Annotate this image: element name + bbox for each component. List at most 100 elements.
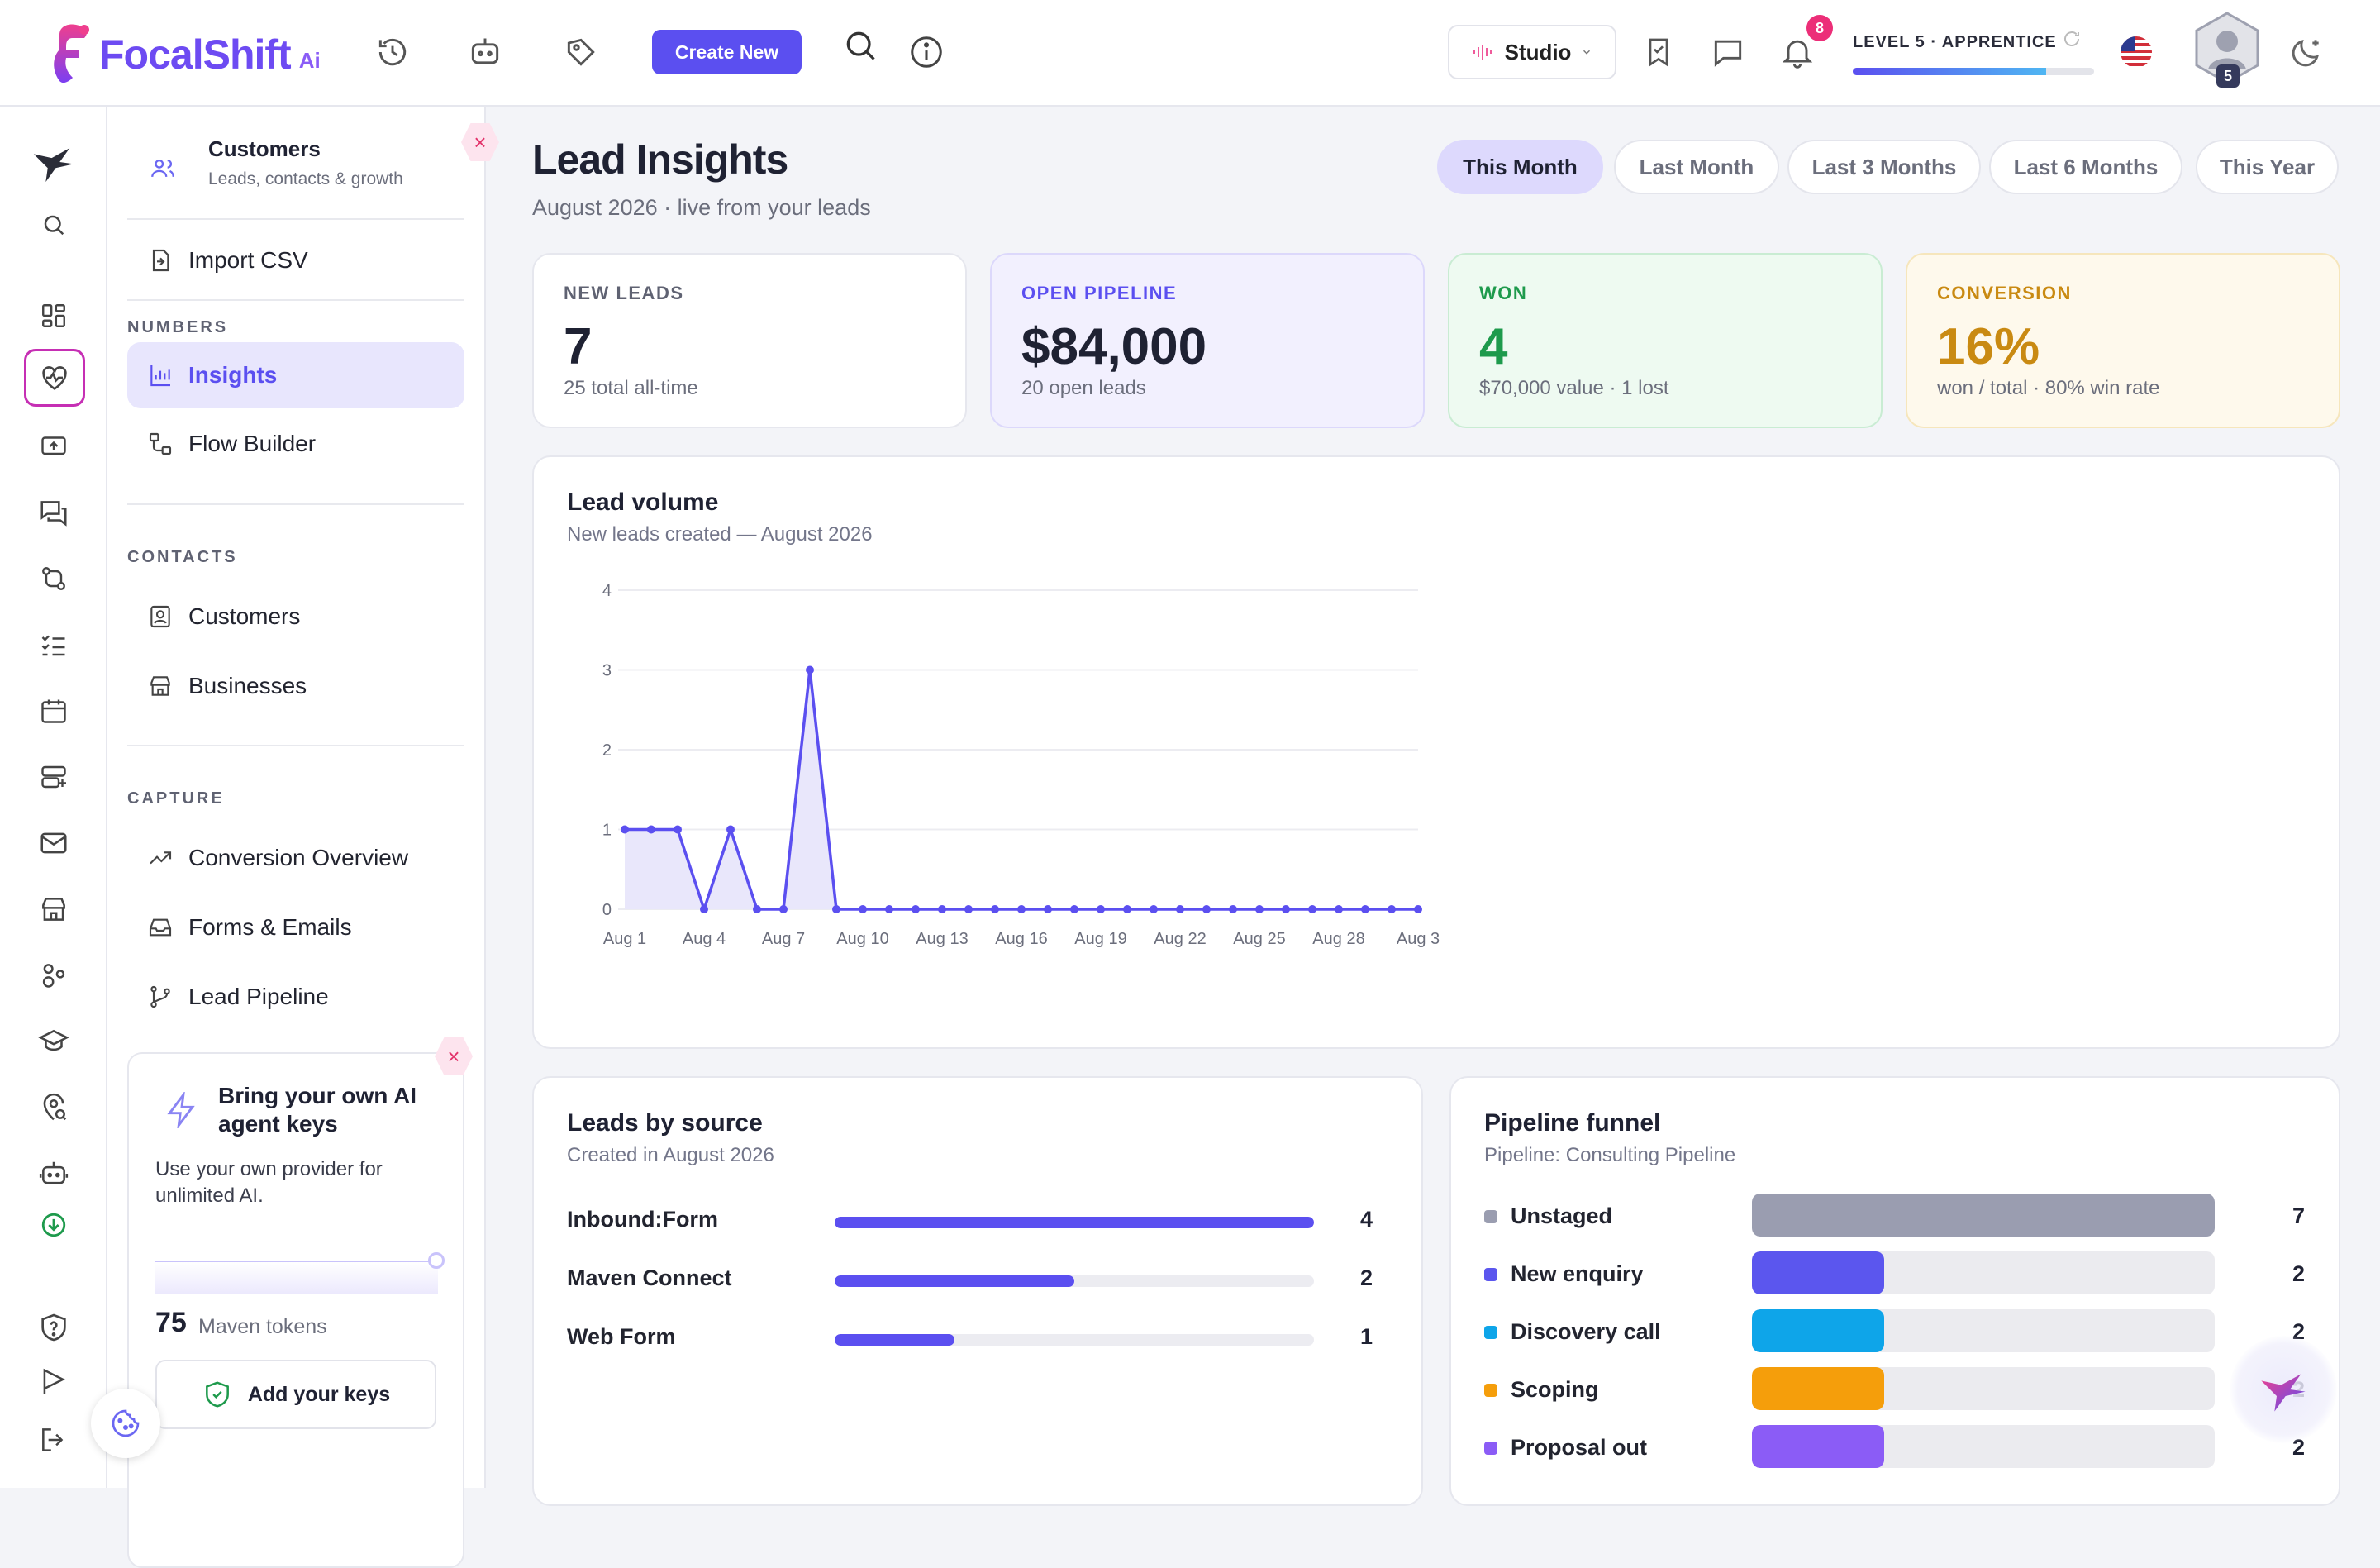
add-keys-button[interactable]: Add your keys bbox=[155, 1360, 436, 1429]
data-point bbox=[1255, 905, 1264, 913]
focalshift-logo-icon bbox=[54, 24, 89, 83]
chat-icon[interactable] bbox=[1707, 31, 1749, 73]
download-circle-icon[interactable] bbox=[33, 1204, 74, 1246]
store-icon[interactable] bbox=[33, 889, 74, 930]
flag-icon[interactable] bbox=[33, 1361, 74, 1403]
us-flag-icon[interactable] bbox=[2116, 31, 2157, 73]
stage-bar-track bbox=[1752, 1425, 2215, 1468]
stat-value: $84,000 bbox=[1021, 318, 1207, 375]
git-compare-icon[interactable] bbox=[33, 558, 74, 599]
token-sparkline bbox=[155, 1261, 438, 1294]
data-point bbox=[1150, 905, 1158, 913]
info-icon[interactable] bbox=[906, 31, 947, 73]
sidebar-item-label: Insights bbox=[188, 362, 278, 388]
sidebar-item-import-csv[interactable]: Import CSV bbox=[127, 227, 464, 293]
funnel-row: Discovery call 2 bbox=[1484, 1309, 2319, 1352]
rail-bot-icon[interactable] bbox=[33, 1153, 74, 1194]
history-icon[interactable] bbox=[372, 31, 413, 73]
stage-bar-fill bbox=[1752, 1194, 2215, 1237]
bookmark-check-icon[interactable] bbox=[1638, 31, 1679, 73]
server-add-icon[interactable] bbox=[33, 756, 74, 798]
stage-bar-fill bbox=[1752, 1309, 1884, 1352]
sidebar-item-forms-emails[interactable]: Forms & Emails bbox=[127, 894, 464, 960]
source-row: Inbound:Form 4 bbox=[567, 1205, 1385, 1238]
bell-icon[interactable] bbox=[1777, 31, 1818, 73]
sidebar-header-subtitle: Leads, contacts & growth bbox=[208, 169, 403, 188]
close-sidebar-button[interactable]: × bbox=[461, 123, 499, 161]
level-label: LEVEL 5 · APPRENTICE bbox=[1853, 33, 2057, 51]
sidebar-item-customers[interactable]: Customers bbox=[127, 584, 464, 650]
help-shield-icon[interactable] bbox=[33, 1307, 74, 1348]
hummingbird-logo-icon[interactable] bbox=[28, 136, 79, 188]
sidebar-item-insights[interactable]: Insights bbox=[127, 342, 464, 408]
avatar-level-badge: 5 bbox=[2216, 64, 2240, 88]
theme-moon-icon[interactable] bbox=[2286, 31, 2327, 73]
logout-icon[interactable] bbox=[33, 1419, 74, 1461]
range-last-3-months[interactable]: Last 3 Months bbox=[1787, 140, 1981, 194]
range-this-year[interactable]: This Year bbox=[2196, 140, 2339, 194]
avatar[interactable]: 5 bbox=[2192, 10, 2263, 89]
x-tick-label: Aug 16 bbox=[995, 930, 1047, 948]
stage-color-dot bbox=[1484, 1442, 1497, 1455]
sidebar-item-conversion-overview[interactable]: Conversion Overview bbox=[127, 825, 464, 891]
range-last-6-months[interactable]: Last 6 Months bbox=[1989, 140, 2182, 194]
section-numbers-label: NUMBERS bbox=[127, 318, 229, 336]
dashboard-icon[interactable] bbox=[33, 295, 74, 336]
range-last-month[interactable]: Last Month bbox=[1614, 140, 1779, 194]
stage-bar-fill bbox=[1752, 1367, 1884, 1410]
section-contacts-label: CONTACTS bbox=[127, 548, 238, 566]
data-point bbox=[859, 905, 867, 913]
mail-icon[interactable] bbox=[33, 822, 74, 864]
brand-logo[interactable]: FocalShift Ai bbox=[48, 20, 321, 89]
token-count: 75 bbox=[155, 1307, 187, 1338]
sidebar-item-lead-pipeline[interactable]: Lead Pipeline bbox=[127, 964, 464, 1030]
assistant-fab[interactable] bbox=[2230, 1336, 2337, 1443]
data-point bbox=[938, 905, 946, 913]
source-count: 2 bbox=[1360, 1265, 1373, 1290]
waveform-icon bbox=[1473, 45, 1492, 60]
range-this-month[interactable]: This Month bbox=[1437, 140, 1603, 194]
sidebar-item-businesses[interactable]: Businesses bbox=[127, 653, 464, 719]
calendar-icon[interactable] bbox=[33, 690, 74, 732]
stage-name: New enquiry bbox=[1511, 1261, 1644, 1286]
tag-pen-icon[interactable] bbox=[560, 31, 602, 73]
funnel-row: Proposal out 2 bbox=[1484, 1425, 2319, 1468]
heart-pulse-icon[interactable] bbox=[24, 349, 85, 407]
search-icon[interactable] bbox=[840, 25, 881, 66]
create-new-button[interactable]: Create New bbox=[652, 30, 802, 74]
refresh-icon[interactable] bbox=[2058, 25, 2086, 53]
graduation-cap-icon[interactable] bbox=[33, 1021, 74, 1062]
x-tick-label: Aug 4 bbox=[683, 930, 726, 948]
byok-promo-card: × Bring your own AI agent keys Use your … bbox=[127, 1037, 473, 1568]
cookie-settings-button[interactable] bbox=[91, 1389, 160, 1458]
stat-label: NEW LEADS bbox=[564, 283, 684, 303]
card-title: Lead volume bbox=[567, 489, 719, 516]
media-upload-icon[interactable] bbox=[33, 426, 74, 467]
y-tick-label: 1 bbox=[602, 822, 612, 840]
flow-icon bbox=[149, 432, 172, 455]
data-point bbox=[1229, 905, 1237, 913]
people-network-icon[interactable] bbox=[33, 955, 74, 996]
source-bar-fill bbox=[835, 1217, 1314, 1228]
stat-value: 7 bbox=[564, 318, 593, 375]
checklist-icon[interactable] bbox=[33, 624, 74, 665]
level-progress-bar bbox=[1853, 68, 2094, 75]
source-count: 4 bbox=[1360, 1207, 1373, 1232]
bot-icon[interactable] bbox=[464, 31, 506, 73]
location-search-icon[interactable] bbox=[33, 1087, 74, 1128]
close-promo-button[interactable]: × bbox=[435, 1037, 473, 1075]
card-subtitle: New leads created — August 2026 bbox=[567, 523, 873, 546]
data-point bbox=[964, 905, 973, 913]
rail-search-icon[interactable] bbox=[33, 204, 74, 245]
storefront-icon bbox=[150, 676, 170, 696]
pipeline-funnel-card: Pipeline funnel Pipeline: Consulting Pip… bbox=[1449, 1076, 2340, 1506]
messages-icon[interactable] bbox=[33, 492, 74, 533]
studio-dropdown[interactable]: Studio bbox=[1448, 25, 1616, 79]
inbox-icon bbox=[149, 918, 172, 937]
stat-label: OPEN PIPELINE bbox=[1021, 283, 1178, 303]
sidebar-item-flow-builder[interactable]: Flow Builder bbox=[127, 411, 464, 477]
series-line bbox=[625, 668, 1418, 911]
stat-sub: 25 total all-time bbox=[564, 377, 698, 399]
stage-color-dot bbox=[1484, 1210, 1497, 1223]
source-count: 1 bbox=[1360, 1324, 1373, 1349]
